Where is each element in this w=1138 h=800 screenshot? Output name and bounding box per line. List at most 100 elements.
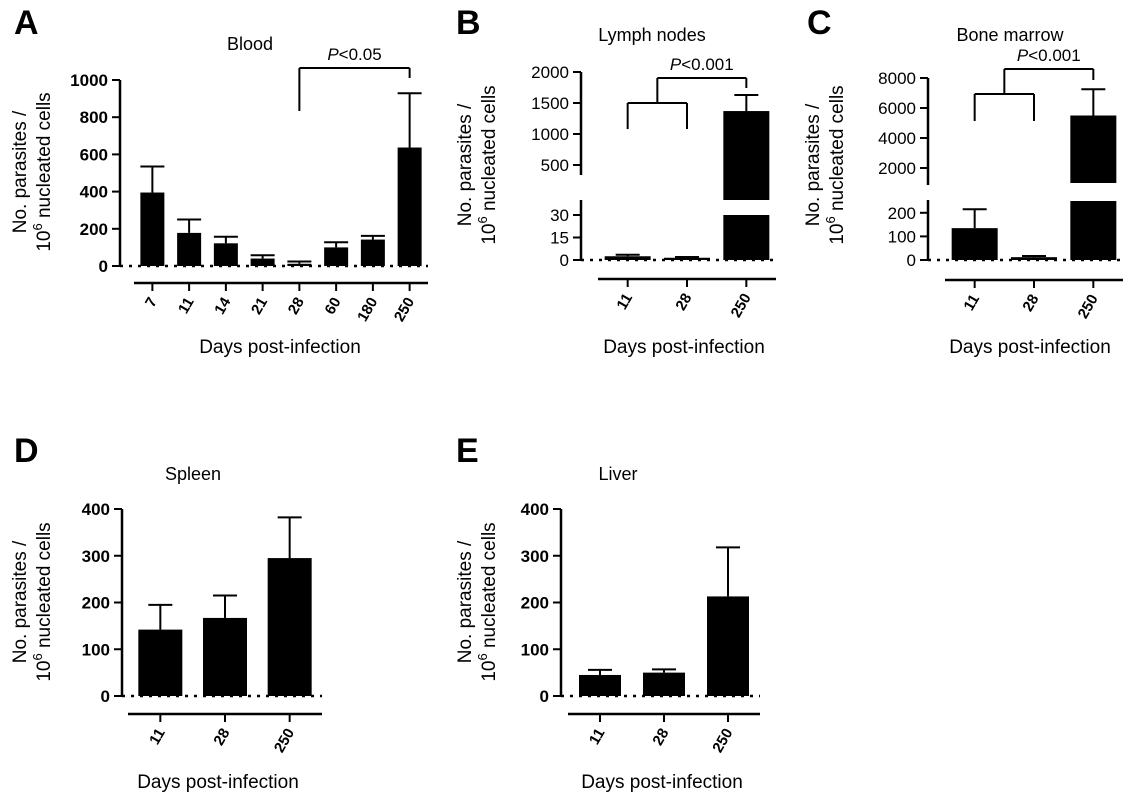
panel-c-bar [1011,257,1057,260]
panel-c-sig-value: <0.001 [1028,46,1080,65]
panel-b-xtick-label: 28 [672,291,695,314]
panel-d-ytick-label: 400 [82,500,110,519]
panel-a-xtick-label: 180 [354,295,381,325]
panel-d-ytick-label: 200 [82,594,110,613]
panel-b-sig-label: P<0.001 [670,55,734,74]
panel-e-xtick-label: 28 [649,726,672,749]
panel-d-ylabel-line1: No. parasites / [10,540,31,663]
panel-a-bar [140,192,165,266]
panel-b-xlabel: Days post-infection [603,337,765,358]
panel-a-ylabel-part: nucleated cells [34,92,55,223]
panel-c-sig-p: P [1017,46,1029,65]
panel-b-ylabel-part: nucleated cells [479,85,500,216]
panel-e-ytick-label: 0 [540,687,549,706]
panel-c-letter: C [807,4,832,42]
panel-a-xtick-label: 7 [142,295,161,311]
panel-a-bar [360,239,385,266]
panel-b-ytick-label-upper: 1000 [531,125,569,144]
panel-c-ytick-label-lower: 0 [907,251,916,270]
panel-c-ytick-label-lower: 100 [888,227,916,246]
panel-e-ylabel-line2: 106 nucleated cells [475,522,500,681]
panel-b-ytick-label-lower: 0 [560,251,569,270]
panel-a: A Blood Days post-infection [14,4,361,358]
panel-d-xtick-label: 250 [271,726,298,756]
panel-c-ytick-label-upper: 6000 [878,99,916,118]
panel-c-ytick-label-upper: 8000 [878,69,916,88]
panel-b-ylabel-part: 6 [475,216,490,223]
panel-b-letter: B [456,4,481,42]
panel-d-xtick-label: 28 [210,726,233,749]
panel-c-bar-upper-part [1070,115,1117,183]
panel-d-ytick-label: 100 [82,640,110,659]
panel-c-bar [951,228,998,260]
panel-a-bar [287,263,312,266]
panel-c-xlabel: Days post-infection [949,337,1111,358]
panel-b-xtick-label: 250 [728,291,755,321]
panel-a-ylabel-line1: No. parasites / [10,110,31,233]
panel-a-xtick-label: 250 [391,295,418,325]
panel-e-xtick-label: 250 [709,726,736,756]
panel-b-ytick-label-lower: 30 [550,206,569,225]
panel-e-bar [579,674,621,696]
panel-a-bar [177,232,202,266]
panel-e-ylabel-line1: No. parasites / [455,540,476,663]
panel-b-bar-lower-part [723,215,770,260]
panel-a-ytick-label: 400 [80,183,108,202]
panel-a-ytick-label: 600 [80,145,108,164]
panel-e-ytick-label: 400 [521,500,549,519]
panel-e-bar [643,672,685,696]
panel-a-xtick-label: 60 [322,295,345,318]
panel-c-bar-lower-part [1070,201,1117,260]
panel-d-bar [267,558,312,696]
panel-c: C Bone marrow Days post-infection [807,4,1111,358]
panel-e-letter: E [456,432,479,470]
panel-c-ylabel-line1: No. parasites / [803,103,824,226]
panel-c-title: Bone marrow [956,25,1064,45]
panel-a-sig-label: P<0.05 [327,45,381,64]
panel-b-ylabel-part: 10 [479,224,500,245]
panel-e-xtick-label: 11 [586,726,609,748]
panel-b-ylabel-line2: 106 nucleated cells [475,85,500,244]
panel-b-bar-upper-part [723,111,770,200]
panel-b-bar [664,257,710,260]
panel-e-ylabel-part: 6 [475,653,490,660]
panel-d-xlabel: Days post-infection [137,772,299,793]
panel-e: E Liver Days post-infection [456,432,743,793]
panel-d-ytick-label: 300 [82,547,110,566]
panel-e-ytick-label: 200 [521,594,549,613]
panel-c-ylabel-part: 6 [823,216,838,223]
panel-e-xlabel: Days post-infection [581,772,743,793]
panel-a-bar [324,247,349,266]
panel-c-ylabel-part: 10 [827,224,848,245]
panel-a-ytick-label: 200 [80,220,108,239]
panel-a-xtick-label: 14 [211,294,234,318]
panel-a-letter: A [14,4,39,42]
panel-a-sig-value: <0.05 [339,45,382,64]
panel-b-bar [604,256,651,260]
panel-d-ylabel-part: nucleated cells [34,522,55,653]
panel-c-ylabel-part: nucleated cells [827,85,848,216]
panel-d-ylabel-line2: 106 nucleated cells [30,522,55,681]
panel-c-ytick-label-lower: 200 [888,204,916,223]
panel-a-ylabel-part: 6 [30,223,45,230]
panel-a-ytick-label: 1000 [70,71,108,90]
panel-a-ytick-label: 0 [99,257,108,276]
panel-d-ytick-label: 0 [101,687,110,706]
panel-b-sig-p: P [670,55,682,74]
panel-a-title: Blood [227,34,273,54]
panel-b-sig-value: <0.001 [681,55,733,74]
panel-a-sig-p: P [327,45,339,64]
panel-b-ytick-label-lower: 15 [550,229,569,248]
panel-b-title: Lymph nodes [598,25,705,45]
panel-b: B Lymph nodes Days post-infection [456,4,765,358]
panel-d-title: Spleen [165,464,221,484]
panel-c-xtick-label: 11 [960,292,983,314]
panel-a-bar [397,147,422,266]
panel-d: D Spleen Days post-infection [14,432,299,793]
panel-b-ytick-label-upper: 500 [541,156,569,175]
panel-b-ylabel-line1: No. parasites / [455,103,476,226]
panel-d-ylabel-part: 10 [34,661,55,682]
panel-e-bar [707,596,749,696]
panel-a-xlabel: Days post-infection [199,337,361,358]
